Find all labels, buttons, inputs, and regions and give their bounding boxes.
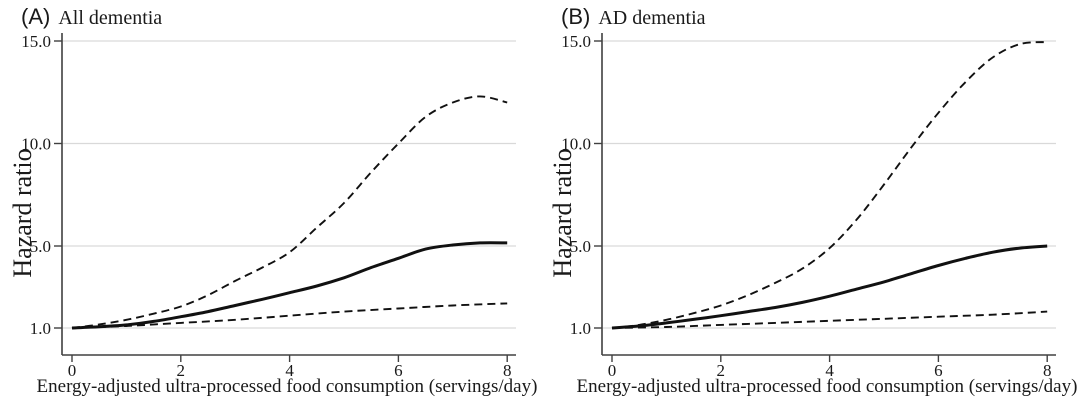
- panel-all-dementia: (A) All dementia Hazard ratio 1.0 5.0 10.0 1…: [8, 4, 538, 397]
- panel-name: All dementia: [58, 7, 163, 29]
- y-tick-label: 10.0: [561, 135, 591, 154]
- plot-area: 1.0 5.0 10.0 15.0 0 2 4 6 8: [540, 0, 1080, 409]
- panel-ad-dementia: (B) AD dementia Hazard ratio 1.0 5.0 10.0 15…: [540, 0, 1080, 409]
- panel-name: AD dementia: [598, 7, 706, 29]
- curve-upper-dashed-band: [71, 95, 508, 329]
- x-axis-label: Energy-adjusted ultra-processed food con…: [36, 376, 538, 397]
- y-tick-label: 1.0: [570, 319, 591, 338]
- panel-title: (B) AD dementia: [561, 4, 706, 30]
- y-tick-label: 1.0: [30, 319, 51, 338]
- x-tick-label: 0: [608, 361, 617, 380]
- x-tick-label: 2: [717, 361, 726, 380]
- x-tick-label: 6: [394, 361, 403, 380]
- chart-svg: 1.0 5.0 10.0 15.0 0 2 4 6 8: [561, 32, 1056, 380]
- x-tick-label: 4: [285, 361, 294, 380]
- y-tick-label: 5.0: [570, 237, 591, 256]
- curve-lower-dashed-band: [611, 310, 1048, 329]
- curve-hazard-ratio-estimate: [611, 244, 1048, 330]
- x-tick-label: 8: [503, 361, 512, 380]
- curve-upper-dashed-band: [611, 41, 1048, 329]
- x-tick-label: 2: [177, 361, 186, 380]
- panel-title: (A) All dementia: [21, 4, 162, 30]
- y-tick-label: 15.0: [561, 32, 591, 51]
- curve-lower-dashed-band: [71, 302, 508, 329]
- panel-letter: (A): [21, 4, 51, 29]
- chart-svg: 1.0 5.0 10.0 15.0 0 2 4 6 8: [21, 32, 516, 380]
- x-tick-label: 8: [1043, 361, 1052, 380]
- x-axis-label: Energy-adjusted ultra-processed food con…: [576, 376, 1078, 397]
- y-tick-label: 10.0: [21, 135, 51, 154]
- y-tick-label: 5.0: [30, 237, 51, 256]
- panel-letter: (B): [561, 4, 591, 29]
- curve-hazard-ratio-estimate: [71, 241, 508, 330]
- plot-area: 1.0 5.0 10.0 15.0 0 2 4 6 8: [21, 32, 516, 380]
- x-tick-label: 0: [68, 361, 77, 380]
- y-tick-label: 15.0: [21, 32, 51, 51]
- x-tick-label: 6: [934, 361, 943, 380]
- x-tick-label: 4: [825, 361, 834, 380]
